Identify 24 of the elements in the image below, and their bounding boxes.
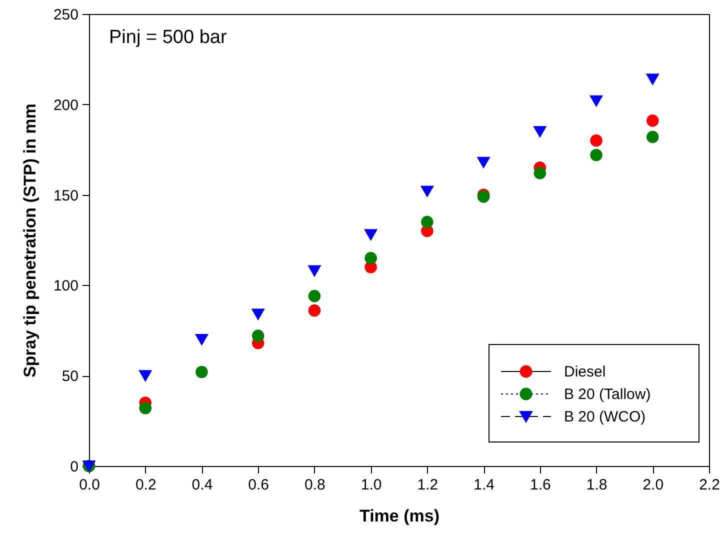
y-tick-label: 200 [53, 96, 78, 114]
x-tick-label: 0.0 [79, 476, 100, 494]
legend-label: B 20 (Tallow) [564, 386, 651, 403]
x-tick-label: 1.6 [530, 476, 551, 494]
y-tick-label: 250 [53, 6, 78, 24]
x-tick-label: 1.8 [586, 476, 608, 494]
y-axis-title: Spray tip penetration (STP) in mm [20, 104, 40, 378]
x-tick-label: 0.8 [304, 476, 326, 494]
x-tick-label: 1.0 [360, 476, 382, 494]
annotation: Pinj = 500 bar [109, 27, 228, 48]
y-tick-label: 0 [70, 458, 78, 476]
y-tick-label: 150 [53, 187, 78, 204]
y-tick-label: 50 [62, 368, 78, 386]
legend-label: B 20 (WCO) [564, 408, 646, 426]
x-axis-title: Time (ms) [360, 506, 440, 526]
x-tick-label: 2.2 [699, 476, 720, 494]
x-tick-label: 1.4 [474, 476, 494, 494]
x-tick-label: 1.2 [417, 476, 438, 494]
legend-label: Diesel [564, 364, 606, 380]
x-tick-label: 0.2 [135, 476, 156, 494]
x-tick-label: 0.4 [192, 476, 213, 494]
y-tick-label: 100 [53, 278, 78, 295]
x-tick-label: 2.0 [642, 476, 664, 494]
x-tick-label: 0.6 [248, 476, 270, 494]
